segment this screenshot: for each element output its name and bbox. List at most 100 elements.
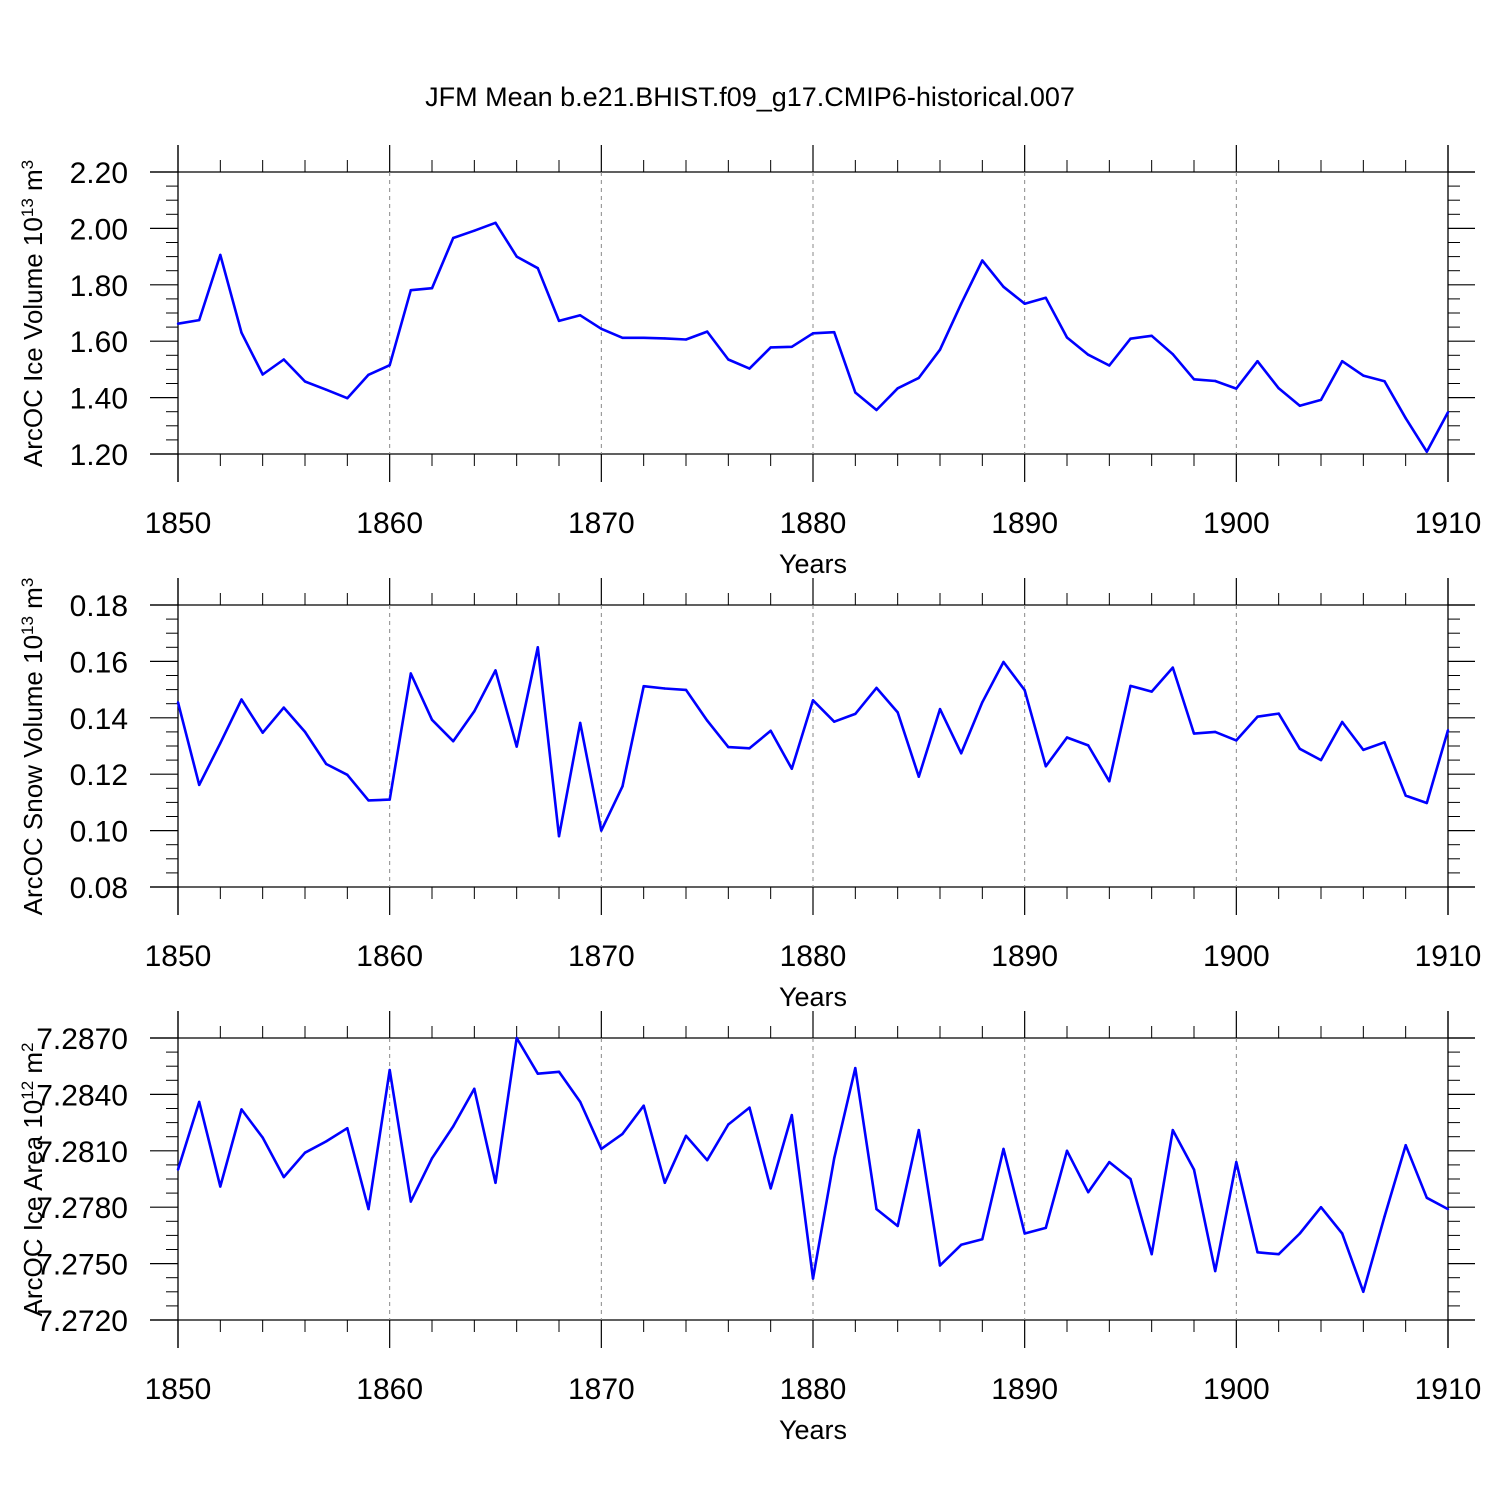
y-axis-label-superscript: 2 — [18, 1042, 37, 1051]
data-point — [325, 1140, 328, 1143]
y-tick-label: 7.2750 — [36, 1249, 128, 1282]
y-axis-label-part: ArcOC Snow Volume 10 — [18, 635, 48, 915]
data-point — [663, 687, 666, 690]
data-point — [706, 1159, 709, 1162]
data-point — [1404, 1144, 1407, 1147]
data-point — [494, 669, 497, 672]
data-point — [494, 221, 497, 224]
data-point — [706, 330, 709, 333]
data-point — [811, 332, 815, 335]
x-tick-label: 1870 — [568, 940, 635, 973]
data-point — [790, 1113, 793, 1117]
data-point — [346, 1127, 349, 1130]
data-point — [388, 1068, 391, 1072]
data-point — [1192, 1168, 1196, 1171]
x-tick-label: 1850 — [145, 1373, 212, 1406]
data-point — [282, 358, 285, 361]
data-point — [1129, 337, 1132, 340]
x-axis-label: Years — [779, 549, 847, 579]
data-point — [515, 1036, 518, 1040]
y-axis-label-part: ArcOC Ice Area 10 — [18, 1100, 48, 1317]
y-tick-label: 0.14 — [70, 703, 128, 736]
data-point — [1214, 730, 1217, 734]
data-point — [1277, 712, 1280, 715]
data-point — [452, 1125, 455, 1128]
data-point — [1383, 741, 1386, 744]
data-point — [367, 799, 370, 802]
data-point — [1065, 736, 1069, 739]
data-point — [176, 701, 180, 704]
data-point — [473, 1087, 476, 1091]
y-tick-label: 1.20 — [70, 439, 128, 472]
y-tick-label: 1.80 — [70, 270, 128, 303]
data-point — [1065, 336, 1069, 339]
data-point — [1044, 296, 1048, 299]
data-point — [684, 338, 688, 341]
x-tick-label: 1910 — [1415, 507, 1482, 540]
data-point — [282, 706, 285, 709]
data-point — [515, 745, 518, 748]
data-point — [1446, 1207, 1450, 1211]
data-point — [1087, 744, 1090, 747]
y-tick-label: 0.18 — [70, 590, 128, 623]
data-point — [473, 710, 476, 713]
y-axis-label-part: m — [18, 1052, 48, 1081]
data-point — [684, 1134, 688, 1138]
data-point — [557, 1070, 561, 1074]
y-tick-label: 0.08 — [70, 872, 128, 905]
data-point — [557, 835, 561, 838]
data-point — [769, 1187, 772, 1190]
data-point — [938, 707, 942, 711]
y-tick-label: 2.00 — [70, 213, 128, 246]
data-point — [811, 1277, 815, 1280]
data-point — [938, 348, 942, 351]
y-axis-label-part: ArcOC Ice Volume 10 — [18, 217, 48, 467]
y-axis-label: ArcOC Snow Volume 1013 m3 — [18, 578, 49, 916]
data-point — [1446, 411, 1450, 414]
x-tick-label: 1880 — [780, 507, 847, 540]
data-point — [1446, 729, 1450, 732]
data-point — [663, 337, 666, 340]
data-point — [1235, 387, 1238, 390]
data-point — [261, 373, 264, 376]
data-point — [981, 259, 984, 262]
data-point — [1383, 1215, 1386, 1218]
data-point — [325, 762, 328, 766]
data-point — [473, 229, 476, 232]
data-point — [240, 698, 243, 701]
x-tick-label: 1860 — [356, 940, 423, 973]
x-tick-label: 1900 — [1203, 940, 1270, 973]
data-point — [960, 752, 963, 755]
data-point — [1319, 398, 1323, 402]
data-point — [1192, 378, 1196, 381]
data-point — [684, 688, 688, 692]
data-point — [790, 345, 793, 348]
data-point — [896, 387, 899, 390]
data-point — [642, 1104, 645, 1107]
data-point — [1044, 1226, 1048, 1230]
data-point — [621, 785, 624, 788]
data-point — [219, 742, 222, 745]
data-point — [1404, 417, 1407, 420]
y-axis-label-superscript: 13 — [18, 616, 37, 635]
data-point — [1192, 732, 1196, 735]
y-tick-label: 2.20 — [70, 157, 128, 190]
x-tick-label: 1850 — [145, 940, 212, 973]
data-point — [1087, 353, 1090, 356]
x-tick-label: 1890 — [991, 1373, 1058, 1406]
y-tick-label: 7.2840 — [36, 1079, 128, 1112]
data-point — [706, 719, 709, 722]
data-point — [600, 1147, 603, 1151]
data-point — [811, 699, 815, 702]
data-point — [833, 331, 836, 334]
data-point — [917, 376, 920, 380]
data-point — [261, 1136, 264, 1139]
data-point — [1404, 794, 1407, 797]
y-axis-label-superscript: 3 — [18, 160, 37, 169]
data-point — [642, 685, 645, 688]
x-axis-label: Years — [779, 1415, 847, 1445]
x-tick-label: 1910 — [1415, 1373, 1482, 1406]
data-point — [219, 1185, 222, 1188]
data-point — [1129, 1177, 1132, 1181]
